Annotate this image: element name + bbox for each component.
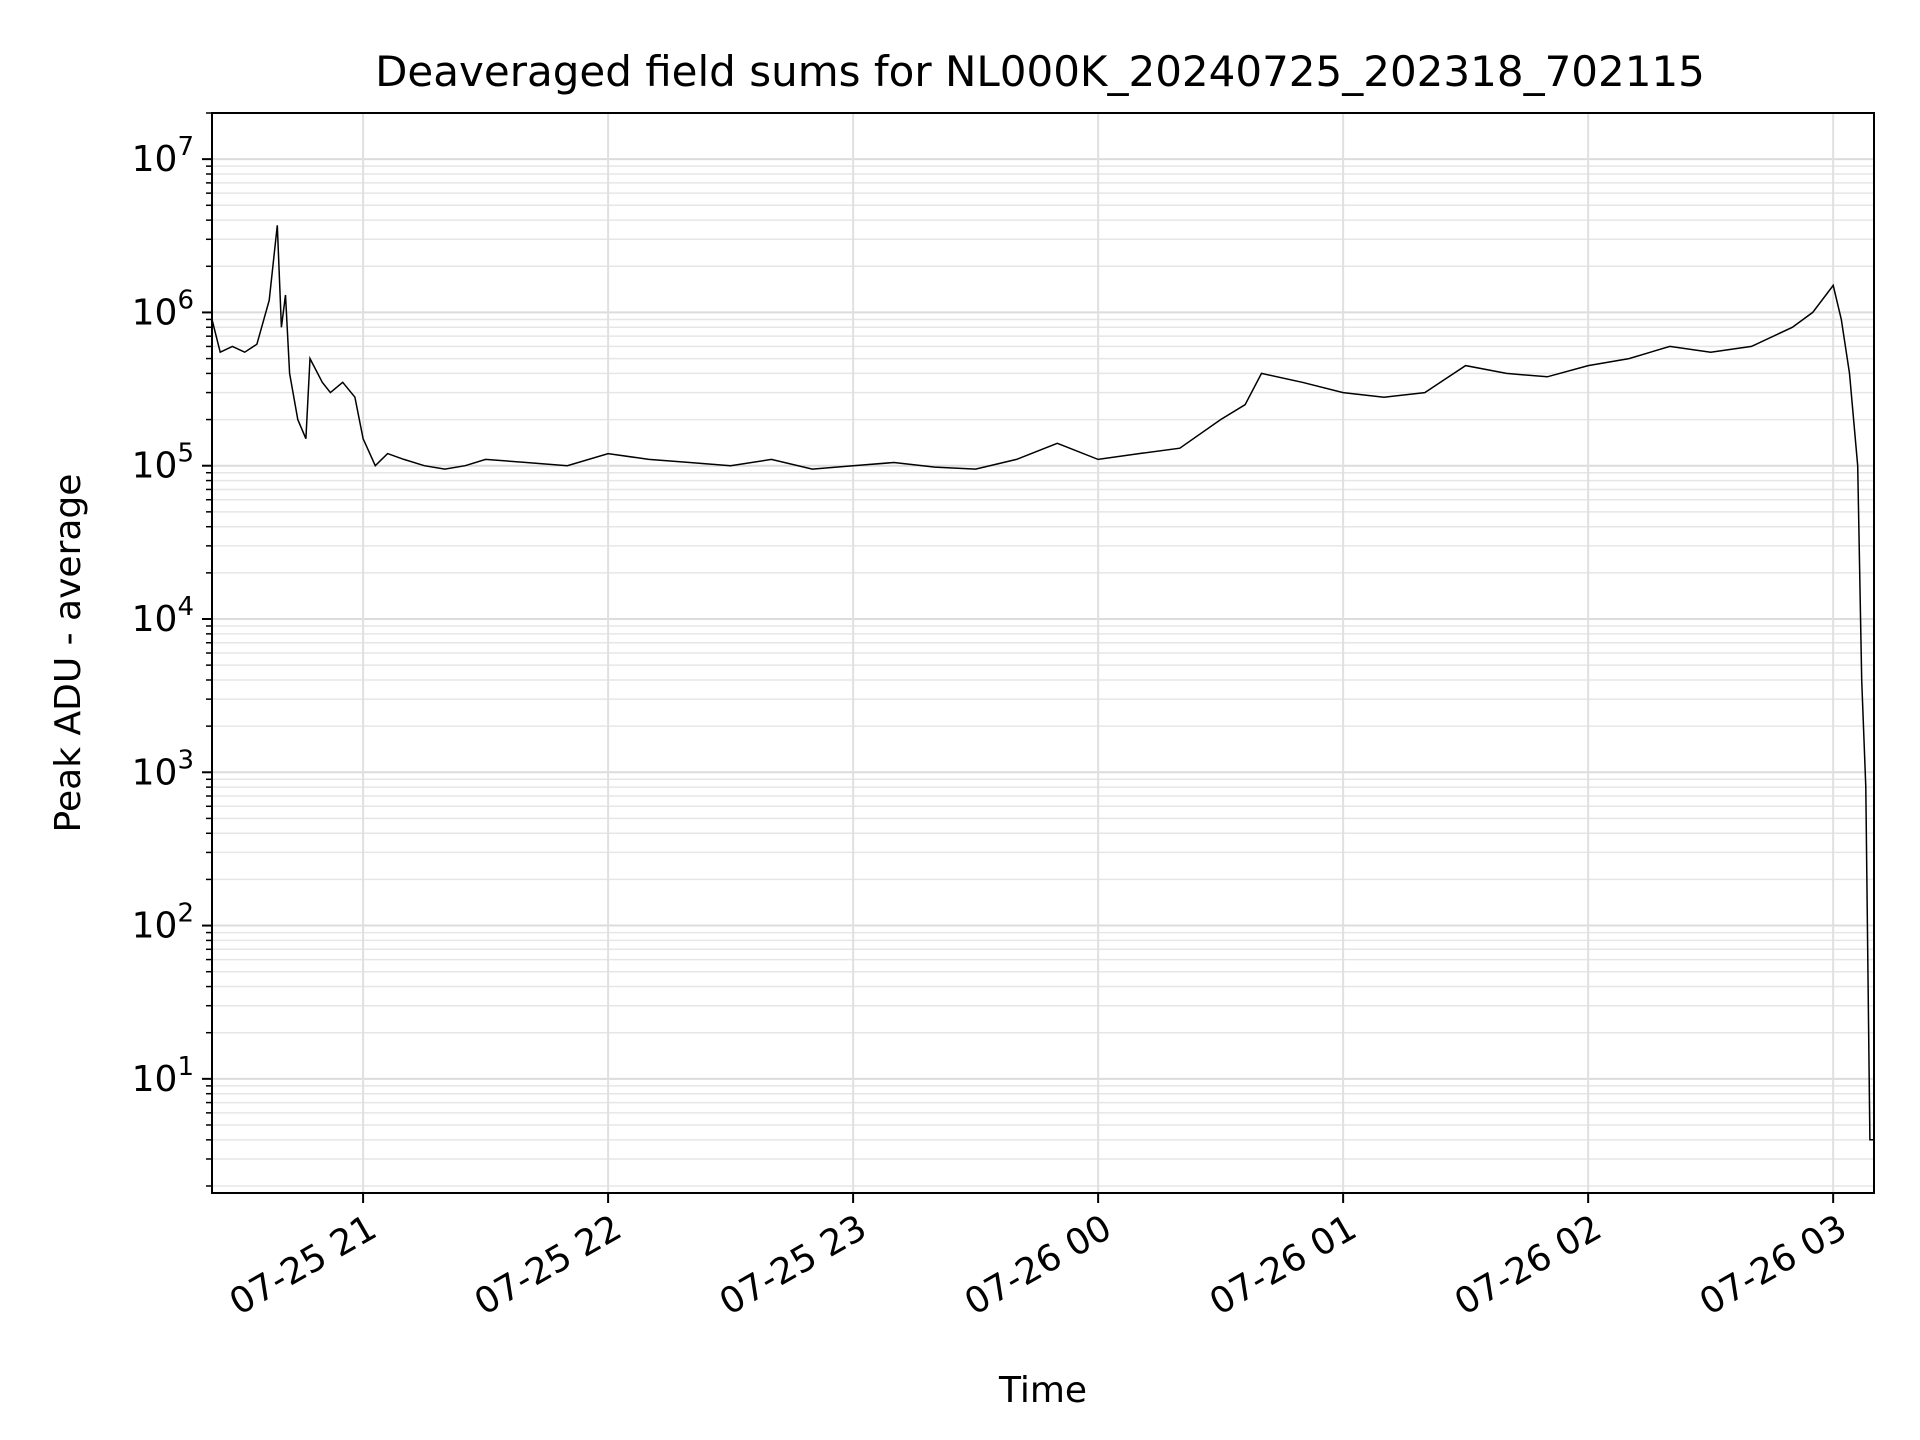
y-tick-label: 105 xyxy=(132,439,194,487)
y-axis: 101 102 103 104 105 106 107 xyxy=(132,112,212,1187)
y-tick-label: 103 xyxy=(132,745,194,793)
grid-lines xyxy=(212,112,1874,1193)
y-tick-label: 102 xyxy=(132,899,194,947)
y-tick-label: 107 xyxy=(132,132,194,180)
x-axis-label: Time xyxy=(998,1370,1087,1411)
series-line xyxy=(211,225,1874,1141)
y-tick-label: 104 xyxy=(132,592,194,640)
y-tick-label: 106 xyxy=(132,285,194,333)
chart-title: Deaveraged field sums for NL000K_2024072… xyxy=(375,47,1705,96)
y-axis-label: Peak ADU - average xyxy=(48,474,89,833)
y-tick-label: 101 xyxy=(132,1052,194,1100)
